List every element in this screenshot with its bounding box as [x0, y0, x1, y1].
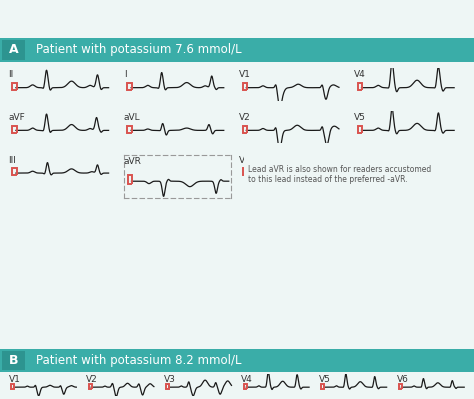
Text: V4: V4	[354, 70, 366, 79]
Text: Patient with potassium 8.2 mmol/L: Patient with potassium 8.2 mmol/L	[36, 354, 241, 367]
Text: -aVR: -aVR	[124, 156, 145, 164]
Text: V2: V2	[86, 375, 98, 384]
Text: Lead aVR is also shown for readers accustomed
to this lead instead of the prefer: Lead aVR is also shown for readers accus…	[248, 165, 431, 184]
Text: aVL: aVL	[124, 113, 140, 122]
Text: Patient with potassium 7.6 mmol/L: Patient with potassium 7.6 mmol/L	[36, 43, 241, 56]
Text: aVR: aVR	[124, 157, 142, 166]
Text: V6: V6	[354, 156, 366, 164]
Text: V5: V5	[354, 113, 366, 122]
Text: B: B	[9, 354, 18, 367]
Text: V2: V2	[239, 113, 251, 122]
Text: aVF: aVF	[9, 113, 25, 122]
Text: III: III	[9, 156, 17, 164]
Text: V4: V4	[241, 375, 253, 384]
Text: V3: V3	[164, 375, 175, 384]
Text: V1: V1	[9, 375, 20, 384]
Bar	[2, 351, 25, 370]
Text: I: I	[124, 70, 127, 79]
Text: V5: V5	[319, 375, 331, 384]
Text: A: A	[9, 43, 18, 56]
Text: V3: V3	[239, 156, 251, 164]
Text: V1: V1	[239, 70, 251, 79]
Bar	[2, 40, 25, 60]
Text: II: II	[9, 70, 14, 79]
Text: V6: V6	[396, 375, 408, 384]
